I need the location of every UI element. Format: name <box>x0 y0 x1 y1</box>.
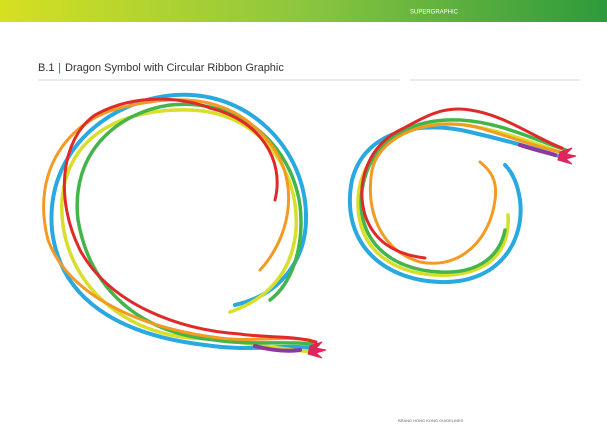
heading-title: Dragon Symbol with Circular Ribbon Graph… <box>65 62 284 74</box>
separator: | <box>58 62 61 74</box>
footer-text: BRAND HONG KONG GUIDELINES <box>398 418 464 423</box>
header-bar <box>0 0 607 22</box>
section-label: SUPERGRAPHIC <box>410 10 459 16</box>
page-canvas: SUPERGRAPHIC B.1 | Dragon Symbol with Ci… <box>0 0 607 432</box>
page: SUPERGRAPHIC B.1 | Dragon Symbol with Ci… <box>0 0 607 432</box>
section-number: B.1 <box>38 62 55 74</box>
